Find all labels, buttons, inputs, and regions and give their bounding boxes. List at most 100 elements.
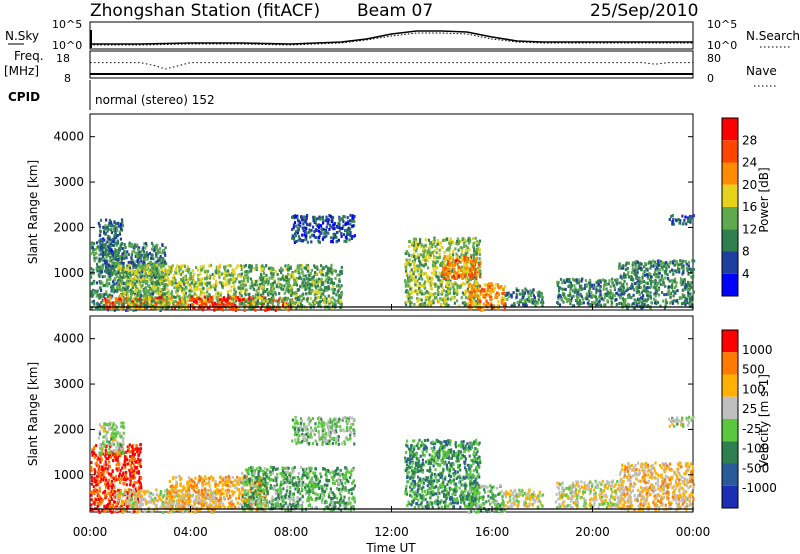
heat-cell [587,304,591,308]
heat-cell [199,268,203,272]
heat-cell [527,296,530,300]
heat-cell [150,253,154,257]
colorbar-cell [722,184,738,207]
heat-cell [136,254,139,258]
heat-cell [322,227,325,231]
heat-cell [260,269,263,273]
heat-cell [99,243,102,247]
heat-cell [470,300,473,304]
heat-cell [471,237,475,241]
heat-cell [134,271,137,274]
heat-cell [290,287,294,291]
heat-cell [534,304,537,308]
heat-cell [105,265,108,269]
heat-cell [280,286,283,290]
noise-tick-bottom-right: 10^0 [707,39,737,52]
heat-cell [240,301,243,305]
heat-cell [313,281,316,285]
heat-cell [431,250,435,254]
heat-cell [673,269,676,273]
heat-cell [217,304,220,308]
heat-cell [442,262,445,266]
heat-cell [228,301,231,305]
heat-cell [184,281,187,284]
date-label: 25/Sep/2010 [590,1,698,21]
heat-cell [313,264,316,268]
heat-cell [91,246,94,249]
heat-cell [330,277,333,281]
heat-cell [615,291,618,295]
freq-tick-top: 18 [56,52,70,65]
heat-cell [661,267,664,271]
heat-cell [657,287,660,291]
heat-cell [685,283,688,287]
heat-cell [205,300,209,304]
heat-cell [272,296,275,300]
heat-cell [183,293,186,297]
heat-cell [118,230,121,234]
heat-cell [151,292,154,296]
heat-cell [321,218,324,222]
heat-cell [646,272,649,276]
heat-cell [97,245,100,249]
heat-cell [340,284,343,288]
heat-cell [566,298,569,301]
station-title: Zhongshan Station (fitACF) [90,1,320,21]
heat-cell [482,289,486,293]
heat-cell [245,270,248,273]
heat-cell [228,306,231,310]
heat-cell [338,226,341,230]
heat-cell [184,269,187,273]
heat-cell [264,290,267,293]
heat-cell [112,227,115,231]
heat-cell [311,300,314,304]
heat-cell [472,259,475,263]
heat-cell [231,299,234,303]
heat-cell [422,302,425,306]
heat-cell [456,286,459,290]
heat-cell [271,276,274,280]
heat-cell [471,277,474,280]
heat-cell [202,264,205,268]
heat-cell [297,235,300,239]
heat-cell [98,248,101,252]
heat-cell [455,277,458,280]
heat-cell [449,237,452,241]
heat-cell [285,289,288,293]
heat-cell [267,293,270,297]
heat-cell [154,276,157,279]
heat-cell [122,261,125,265]
heat-cell [443,251,446,254]
heat-cell [474,287,477,291]
heat-cell [116,228,119,232]
heat-cell [470,302,473,306]
heat-cell [421,277,424,281]
heat-cell [521,292,524,296]
heat-cell [144,264,147,268]
heat-cell [609,296,613,300]
heat-cell [538,291,541,295]
heat-cell [416,289,419,293]
colorbar-tick: 24 [742,156,757,170]
heat-cell [688,267,691,271]
heat-cell [175,267,178,271]
heat-cell [240,294,243,298]
heat-cell [432,299,435,303]
heat-cell [423,255,426,259]
heat-cell [433,269,437,273]
heat-cell [446,247,450,251]
freq-unit: [MHz] [4,64,39,78]
heat-cell [302,297,305,301]
heat-cell [240,275,243,279]
heat-cell [407,277,410,281]
heat-cell [160,293,163,297]
heat-cell [533,296,536,300]
heat-cell [420,263,423,267]
heat-cell [221,272,224,276]
heat-cell [475,260,478,264]
heat-cell [634,274,637,278]
heat-cell [285,280,288,284]
heat-cell [622,283,625,286]
heat-cell [692,274,695,278]
heat-cell [132,281,135,285]
